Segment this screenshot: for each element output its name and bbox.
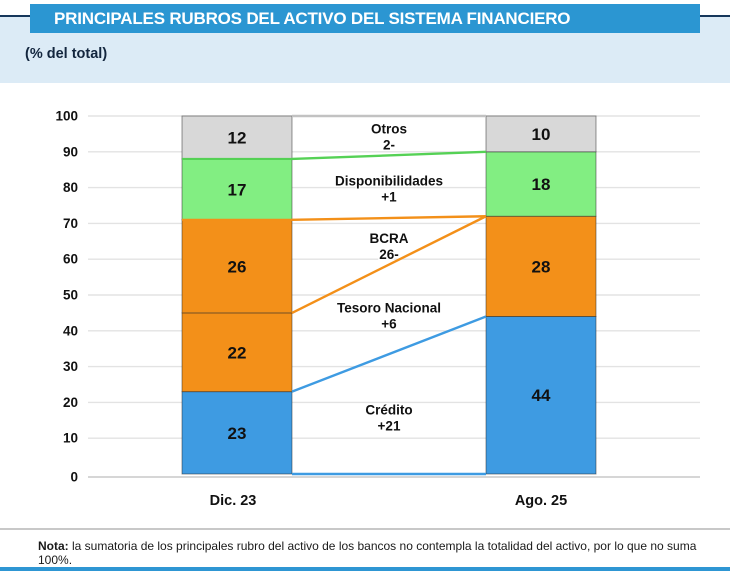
note-divider — [0, 528, 730, 530]
segment-value-label-Tesoro Nacional-Dic. 23: 22 — [228, 343, 247, 362]
bar-segment-Otros-Dic. 23 — [181, 115, 293, 160]
bar-segment-BCRA-Dic. 23 — [181, 219, 293, 314]
x-axis-label-Ago. 25: Ago. 25 — [515, 493, 567, 509]
segment-value-label-Otros-Ago. 25: 10 — [532, 125, 551, 144]
series-change-label-Tesoro Nacional: +6 — [381, 317, 397, 332]
connector-line-Crédito — [291, 315, 487, 393]
segment-value-label-Crédito-Ago. 25: 44 — [532, 386, 551, 405]
y-axis-tick-label: 80 — [63, 180, 78, 195]
series-change-label-Crédito: +21 — [378, 419, 401, 434]
chart-canvas: 0 10 20 30 40 50 60 70 80 90 100 23 22 26 17 12 44 28 18 10… — [55, 108, 700, 509]
chart-unit-label: (% del total) — [25, 46, 108, 62]
y-axis-tick-label: 70 — [63, 216, 78, 231]
bar-segment-Tesoro Nacional-Ago. 25 — [485, 215, 597, 317]
y-axis-tick-label: 40 — [63, 323, 78, 338]
y-axis-tick-label: 90 — [63, 144, 78, 159]
x-axis-label-Dic. 23: Dic. 23 — [210, 493, 257, 509]
connector-line-Tesoro Nacional — [291, 215, 487, 314]
y-axis-tick-label: 20 — [63, 395, 78, 410]
footnote-text: la sumatoria de los principales rubro de… — [38, 539, 697, 567]
series-change-label-Otros: 2- — [383, 138, 395, 153]
bar-segment-Disponibilidades-Ago. 25 — [485, 151, 597, 217]
segment-value-label-Tesoro Nacional-Ago. 25: 28 — [532, 257, 551, 276]
bar-segment-Crédito-Ago. 25 — [485, 316, 597, 475]
page-title: PRINCIPALES RUBROS DEL ACTIVO DEL SISTEM… — [30, 4, 700, 33]
segment-value-label-Crédito-Dic. 23: 23 — [228, 424, 247, 443]
connector-line-BCRA — [291, 215, 487, 222]
bar-segment-Tesoro Nacional-Dic. 23 — [181, 312, 293, 393]
series-label-Tesoro Nacional: Tesoro Nacional — [337, 301, 441, 316]
connector-line-Disponibilidades — [291, 150, 487, 161]
series-label-Otros: Otros — [371, 122, 407, 137]
y-axis-tick-label: 0 — [70, 470, 78, 485]
bar-segment-Disponibilidades-Dic. 23 — [181, 158, 293, 221]
series-change-label-Disponibilidades: +1 — [381, 190, 397, 205]
segment-value-label-Otros-Dic. 23: 12 — [228, 128, 247, 147]
segment-value-label-BCRA-Dic. 23: 26 — [228, 257, 247, 276]
bottom-accent-rule — [0, 567, 730, 571]
segment-value-label-Disponibilidades-Ago. 25: 18 — [532, 175, 551, 194]
series-label-Disponibilidades: Disponibilidades — [335, 174, 443, 189]
series-label-BCRA: BCRA — [370, 231, 409, 246]
bar-segment-Otros-Ago. 25 — [485, 115, 597, 153]
y-axis-tick-label: 10 — [63, 431, 78, 446]
bar-segment-Crédito-Dic. 23 — [181, 391, 293, 475]
footnote-label: Nota: — [38, 539, 69, 553]
footnote: Nota: la sumatoria de los principales ru… — [38, 539, 698, 567]
y-axis-tick-label: 60 — [63, 252, 78, 267]
series-change-label-BCRA: 26- — [379, 247, 399, 262]
segment-value-label-Disponibilidades-Dic. 23: 17 — [228, 180, 247, 199]
y-axis-tick-label: 100 — [55, 109, 78, 124]
y-axis-tick-label: 50 — [63, 288, 78, 303]
y-axis-tick-label: 30 — [63, 359, 78, 374]
series-label-Crédito: Crédito — [365, 403, 412, 418]
